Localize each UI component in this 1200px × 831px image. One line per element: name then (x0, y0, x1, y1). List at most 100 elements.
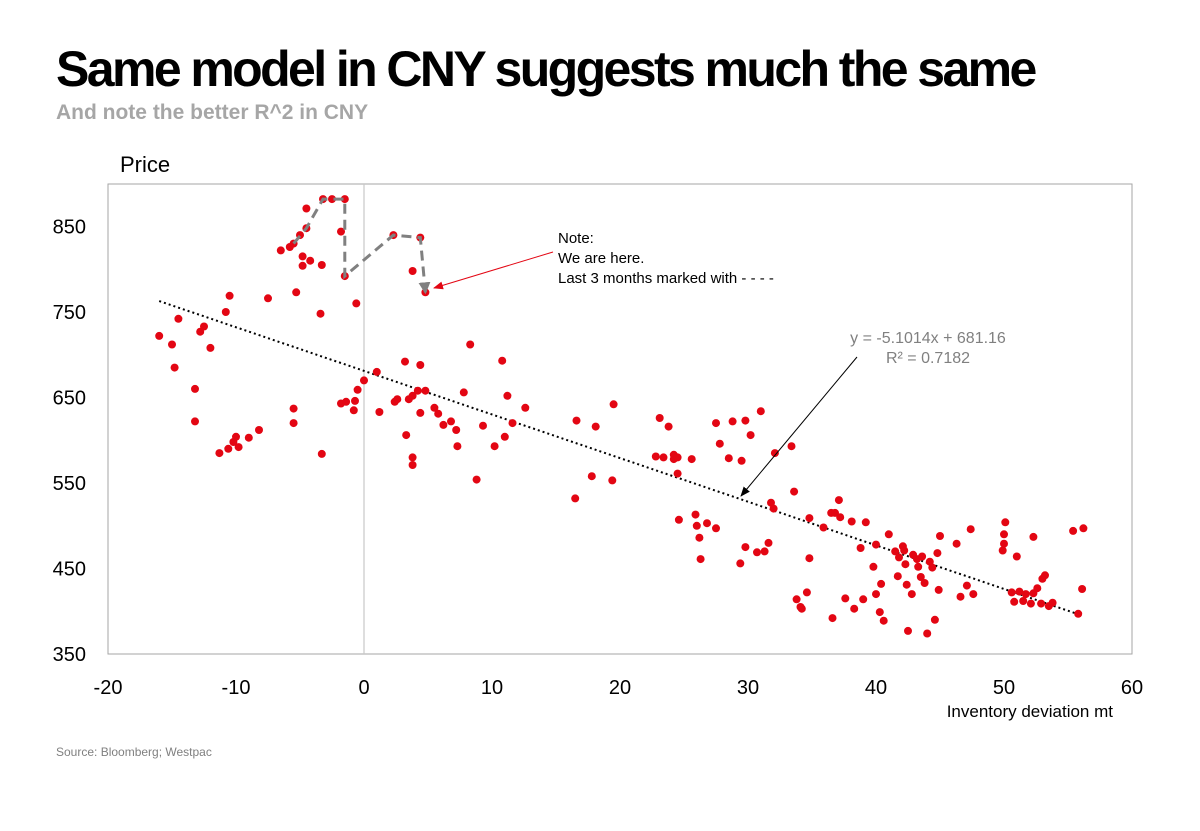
data-point (1007, 588, 1016, 597)
data-point (998, 546, 1007, 555)
x-tick-label: 10 (481, 677, 503, 699)
data-point (289, 404, 298, 413)
data-point (933, 549, 942, 558)
data-point (416, 408, 425, 417)
data-point (1078, 585, 1087, 593)
y-tick-label: 750 (53, 302, 86, 324)
data-point (479, 421, 487, 430)
data-point (393, 395, 402, 404)
data-point (901, 560, 910, 569)
data-point (805, 514, 814, 523)
data-point (353, 385, 362, 394)
data-point (802, 588, 811, 597)
data-point (225, 291, 234, 300)
data-point (351, 396, 359, 405)
y-axis-ticks: 350 450 550 650 750 850 (53, 217, 86, 667)
note-line-1: Note: (558, 230, 594, 247)
data-point (962, 581, 971, 590)
data-point (408, 453, 417, 462)
data-point (904, 626, 912, 635)
data-point (352, 299, 361, 308)
data-point (215, 449, 224, 458)
data-point (232, 432, 240, 441)
data-point (255, 426, 263, 434)
data-point (916, 573, 925, 581)
data-point (928, 563, 937, 572)
data-point (712, 524, 720, 533)
data-point (170, 363, 179, 372)
data-point (792, 595, 801, 604)
x-tick-label: 40 (865, 677, 887, 699)
data-point (340, 195, 349, 204)
data-point (861, 518, 870, 527)
data-point (298, 252, 307, 261)
y-tick-label: 850 (53, 217, 86, 239)
data-point (608, 476, 617, 485)
data-point (1079, 524, 1088, 533)
equation-arrow (740, 356, 858, 497)
x-axis-ticks: -20 -10 0 10 20 30 40 50 60 (94, 677, 1144, 699)
data-point (715, 439, 724, 448)
data-point (375, 408, 384, 416)
data-point (1015, 587, 1024, 596)
data-point (1019, 597, 1028, 605)
x-tick-label: 30 (737, 677, 759, 699)
y-tick-label: 650 (53, 388, 86, 410)
data-point (1033, 584, 1042, 593)
data-point (500, 432, 509, 441)
data-point (306, 256, 315, 265)
data-point (891, 547, 900, 556)
data-point (1069, 526, 1078, 535)
data-point (695, 533, 704, 542)
y-axis-title: Price (120, 152, 170, 177)
data-point (1029, 532, 1038, 541)
data-point (609, 400, 618, 409)
data-point (508, 419, 517, 428)
data-point (930, 615, 939, 624)
source-note: Source: Bloomberg; Westpac (56, 745, 212, 759)
data-point (292, 288, 301, 297)
data-point (1021, 590, 1030, 599)
data-point (349, 406, 358, 415)
data-point (850, 604, 859, 613)
data-point (952, 539, 961, 548)
data-point (571, 494, 580, 503)
data-point (760, 547, 769, 556)
data-point (289, 419, 298, 428)
data-point (206, 343, 215, 352)
data-point (692, 521, 701, 530)
data-point (805, 554, 814, 563)
data-point (934, 585, 943, 594)
data-point (200, 322, 208, 331)
data-point (521, 403, 530, 412)
data-point (191, 384, 199, 393)
page-subtitle: And note the better R^2 in CNY (56, 101, 369, 124)
data-point (872, 590, 880, 599)
data-point (969, 590, 978, 599)
trendline (158, 300, 1082, 617)
data-point (907, 590, 916, 599)
data-point (434, 409, 443, 418)
data-point (872, 540, 880, 549)
note-annotation: Note: We are here. Last 3 months marked … (433, 230, 774, 290)
data-point (741, 416, 750, 425)
data-point (834, 496, 843, 505)
data-point (416, 361, 425, 369)
x-tick-label: 0 (358, 677, 369, 699)
data-point (1026, 599, 1035, 608)
x-tick-label: -20 (94, 677, 123, 699)
data-point (674, 515, 683, 524)
data-point (902, 580, 911, 589)
data-point (879, 616, 888, 625)
data-point (712, 419, 720, 428)
data-points (155, 195, 1088, 638)
data-point (572, 416, 581, 425)
data-point (401, 357, 409, 366)
data-point (372, 367, 381, 376)
data-point (651, 452, 660, 461)
data-point (587, 472, 596, 481)
data-point (191, 417, 199, 426)
data-point (168, 340, 176, 349)
data-point (452, 426, 461, 434)
data-point (847, 517, 856, 526)
